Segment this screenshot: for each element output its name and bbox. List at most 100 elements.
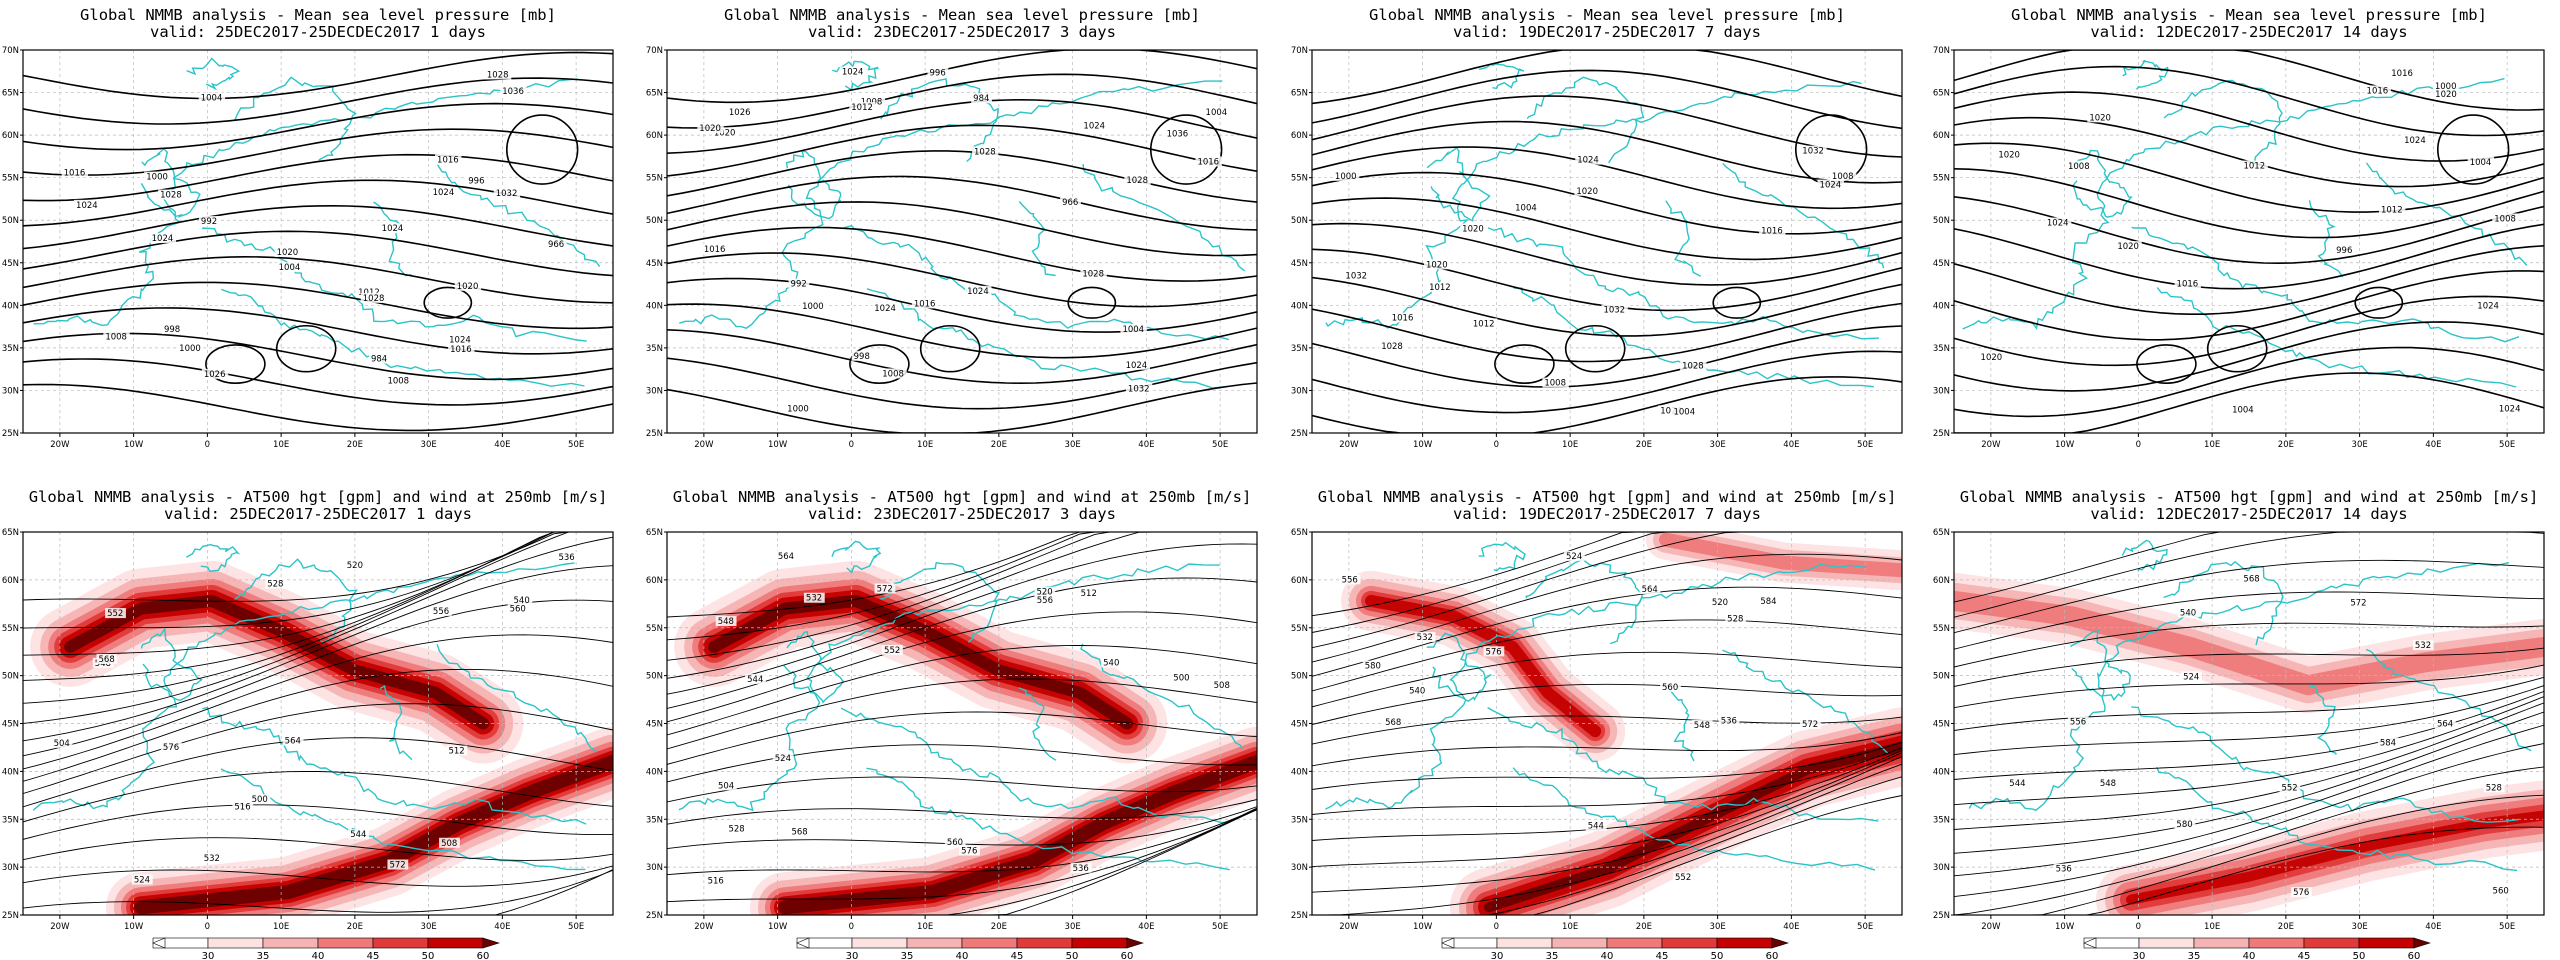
contour-line (1954, 647, 2544, 687)
colorbar-tick-label: 30 (1491, 951, 1504, 960)
coastline (140, 147, 201, 219)
contour-label-bg (1725, 613, 1746, 624)
y-tick-label: 25N (646, 429, 663, 439)
contour-label-bg (775, 550, 797, 561)
contour-label: 1000 (2435, 82, 2457, 92)
coastline (234, 558, 358, 643)
contour-lines (1312, 532, 1902, 915)
y-tick-label: 40N (1933, 301, 1950, 311)
contour-label: 1020 (1426, 260, 1448, 270)
contour-line (667, 543, 1257, 695)
y-tick-label: 60N (646, 131, 663, 141)
contour-label: 1020 (1981, 353, 2003, 363)
contour-label: 1020 (2435, 90, 2457, 100)
contour-label-bg (1817, 179, 1844, 190)
contour-label-bg (201, 853, 223, 864)
contour-label: 1036 (502, 87, 524, 97)
contour-label-bg (911, 298, 939, 309)
contour-line (1312, 747, 1902, 815)
x-tick-label: 20E (991, 922, 1007, 932)
x-tick-label: 10E (1562, 922, 1578, 932)
colorbar-tick-label: 45 (1011, 951, 1024, 960)
contour-label: 1012 (2381, 206, 2403, 216)
y-tick-label: 45N (646, 720, 663, 730)
contour-label-bg (2483, 782, 2505, 793)
contour-label-bg (158, 189, 185, 200)
contour-line (1954, 196, 2544, 265)
contour-label: 532 (2415, 641, 2431, 651)
contour-line (667, 73, 1257, 129)
colorbar-end (1771, 937, 1790, 949)
y-tick-label: 65N (1933, 89, 1950, 99)
contour-line (1954, 168, 2544, 239)
coastline (2163, 560, 2284, 646)
contour-line (1312, 586, 1902, 677)
contour-label-bg (282, 735, 304, 746)
contour-label: 1024 (1126, 361, 1148, 371)
contour-label: 508 (441, 839, 457, 849)
x-tick-label: 20E (991, 440, 1007, 450)
contour-label: 552 (884, 646, 900, 656)
x-tick-label: 20E (2278, 440, 2294, 450)
coastline (880, 562, 1001, 643)
y-tick-label: 55N (1933, 174, 1950, 184)
contour-label: 1026 (204, 370, 226, 380)
y-tick-label: 35N (646, 344, 663, 354)
x-axis: 20W 10W 0 10E 20E 30E 40E 50E (694, 433, 1228, 450)
contour-label-bg (1101, 657, 1122, 668)
y-tick-label: 35N (646, 815, 663, 825)
contour-label: 556 (1342, 575, 1358, 585)
wind-band (64, 594, 490, 730)
contour-label-bg (849, 102, 876, 113)
colorbar: 30 35 40 45 50 60 (152, 937, 501, 960)
contours (1312, 532, 1902, 915)
contour-line (1954, 766, 2544, 915)
contour-label: 1024 (1820, 181, 1842, 191)
y-tick-label: 65N (1933, 528, 1950, 538)
contour-label-bg (839, 66, 867, 77)
contour-line (23, 737, 613, 808)
contour-label: 1024 (1577, 156, 1599, 166)
contour-label-bg (232, 801, 254, 812)
contour-label: 1004 (2470, 158, 2492, 168)
contour-line (1954, 559, 2544, 634)
contour-label: 1028 (487, 70, 509, 80)
gridlines (1954, 531, 2544, 916)
y-tick-label: 45N (646, 259, 663, 269)
contour-label: 1008 (2068, 162, 2090, 172)
colorbar-swatch (1551, 937, 1608, 949)
closed-isobar (1712, 286, 1762, 319)
contour-label-bg (96, 653, 118, 664)
contour-label-bg (1080, 268, 1107, 279)
plot-frame (666, 49, 1258, 434)
contour-label-bg (493, 187, 521, 198)
colorbar-tick-label: 35 (2188, 951, 2201, 960)
contour-label-bg (1996, 149, 2023, 160)
wind-band (1659, 532, 1902, 578)
x-tick-label: 20W (50, 440, 70, 450)
coastline (1325, 80, 1862, 329)
contour-line (1954, 685, 2544, 756)
contour-label-bg (1123, 359, 1150, 370)
contour-line (1312, 795, 1902, 915)
contour-label: 1016 (437, 155, 459, 165)
coastline (1722, 649, 1889, 754)
coastline (33, 78, 578, 327)
contour-label-bg (772, 753, 794, 764)
y-tick-label: 55N (1933, 624, 1950, 634)
y-tick-label: 60N (646, 576, 663, 586)
contour-label: 564 (2437, 720, 2453, 730)
y-tick-label: 50N (2, 672, 19, 682)
contour-label-bg (105, 608, 126, 619)
contour-line (1312, 302, 1902, 363)
contour-label-bg (2065, 160, 2093, 171)
contour-label-bg (2177, 607, 2199, 618)
colorbar-swatch (1071, 937, 1128, 949)
y-tick-label: 45N (1291, 720, 1308, 730)
contour-label: 516 (234, 802, 250, 812)
colorbar: 30 35 40 45 50 60 (1441, 937, 1790, 960)
x-tick-label: 20W (1981, 440, 2001, 450)
plot-frame (1311, 49, 1903, 434)
contour-label: 564 (1642, 585, 1658, 595)
x-tick-label: 0 (205, 922, 210, 932)
